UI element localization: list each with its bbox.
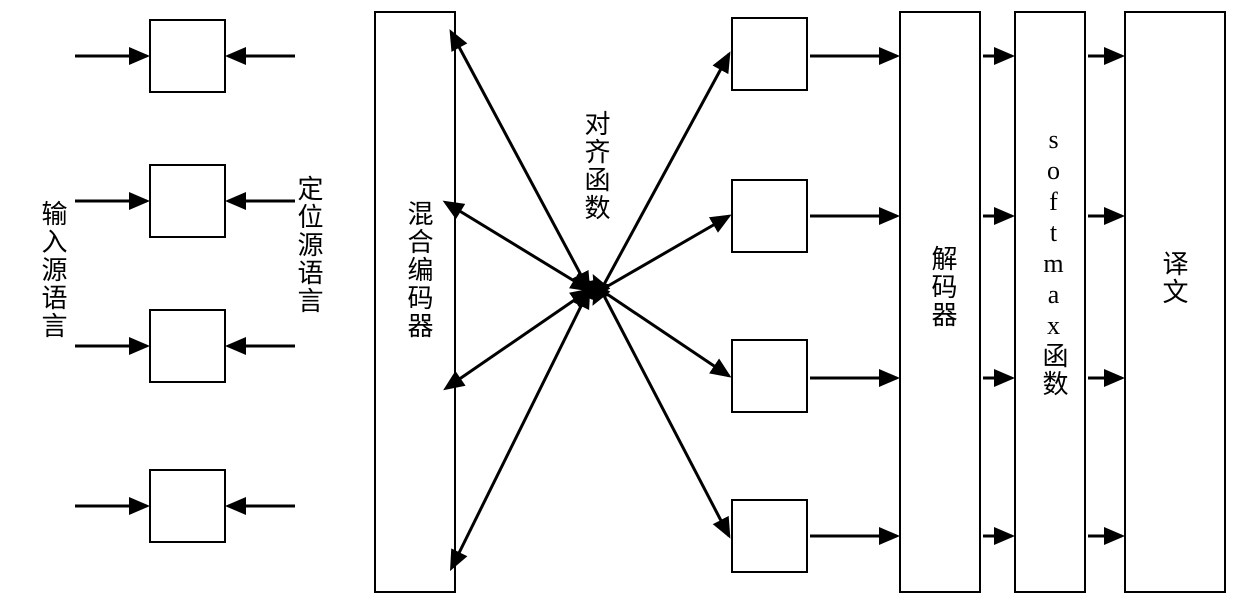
left-small-boxes [150, 20, 225, 542]
arrows-group [75, 45, 1122, 555]
tall-boxes [375, 12, 1225, 592]
right-small-boxes [732, 18, 807, 572]
align-center-dot [585, 280, 605, 300]
